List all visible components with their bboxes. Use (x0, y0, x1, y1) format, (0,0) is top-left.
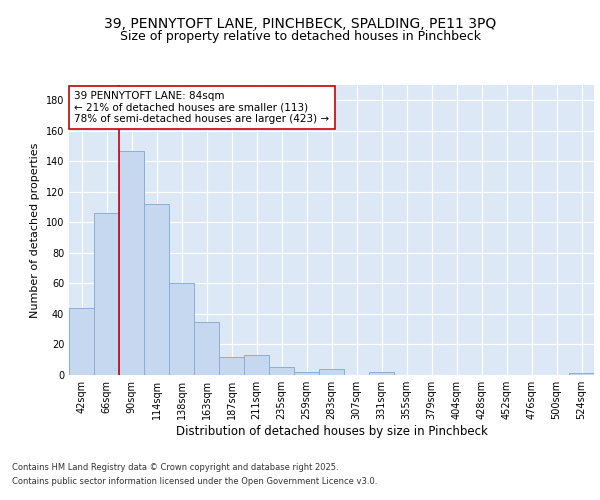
Bar (319, 369, 344, 375)
Bar (244, 355, 269, 375)
Y-axis label: Number of detached properties: Number of detached properties (30, 142, 40, 318)
Text: 39 PENNYTOFT LANE: 84sqm
← 21% of detached houses are smaller (113)
78% of semi-: 39 PENNYTOFT LANE: 84sqm ← 21% of detach… (74, 91, 329, 124)
Bar (169, 284, 194, 375)
Text: 39, PENNYTOFT LANE, PINCHBECK, SPALDING, PE11 3PQ: 39, PENNYTOFT LANE, PINCHBECK, SPALDING,… (104, 18, 496, 32)
Bar (294, 372, 319, 375)
Bar (369, 372, 394, 375)
Bar (569, 374, 594, 375)
Bar (119, 150, 144, 375)
Text: Contains public sector information licensed under the Open Government Licence v3: Contains public sector information licen… (12, 478, 377, 486)
Bar (269, 368, 294, 375)
Bar (144, 204, 169, 375)
Text: Contains HM Land Registry data © Crown copyright and database right 2025.: Contains HM Land Registry data © Crown c… (12, 462, 338, 471)
Bar (69, 308, 94, 375)
X-axis label: Distribution of detached houses by size in Pinchbeck: Distribution of detached houses by size … (176, 425, 487, 438)
Bar (94, 213, 119, 375)
Bar (219, 356, 244, 375)
Text: Size of property relative to detached houses in Pinchbeck: Size of property relative to detached ho… (119, 30, 481, 43)
Bar (194, 322, 219, 375)
